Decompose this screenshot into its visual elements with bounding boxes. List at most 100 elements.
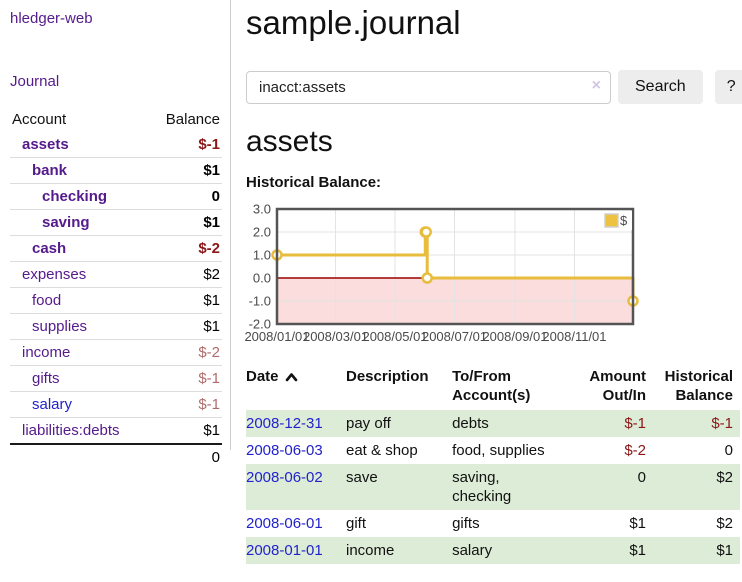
account-link[interactable]: assets — [22, 136, 69, 153]
account-balance: $1 — [203, 162, 220, 179]
account-row: cash $-2 — [10, 235, 222, 262]
account-link[interactable]: income — [22, 344, 71, 361]
account-row: bank $1 — [10, 157, 222, 184]
register-row: 2008-06-03 eat & shop food, supplies $-2… — [246, 437, 740, 464]
account-balance: $1 — [203, 292, 220, 309]
transaction-date-link[interactable]: 2008-06-02 — [246, 469, 323, 486]
transaction-description: gift — [346, 515, 367, 532]
svg-text:2008/05/01: 2008/05/01 — [362, 329, 427, 344]
account-balance: $1 — [203, 422, 220, 439]
date-column-header[interactable]: Date — [246, 365, 346, 410]
search-input[interactable] — [246, 70, 611, 104]
svg-text:0.0: 0.0 — [253, 271, 271, 286]
svg-text:2008/11/01: 2008/11/01 — [542, 329, 606, 344]
account-heading: assets — [246, 125, 333, 158]
transaction-amount: $-1 — [624, 415, 646, 432]
sidebar-nav: Journal — [10, 73, 230, 90]
legend-series-label: $ — [620, 213, 628, 228]
transaction-date-link[interactable]: 2008-06-03 — [246, 442, 323, 459]
transaction-description: eat & shop — [346, 442, 418, 459]
search-form: × Search ? — [246, 70, 742, 104]
transaction-description: save — [346, 469, 378, 486]
account-balance: $1 — [203, 214, 220, 231]
account-row: food $1 — [10, 287, 222, 314]
transaction-date-link[interactable]: 2008-06-01 — [246, 515, 323, 532]
account-row: saving $1 — [10, 209, 222, 236]
account-link[interactable]: liabilities:debts — [22, 422, 120, 439]
transaction-balance: $2 — [716, 469, 733, 486]
balance-column-header: Balance — [165, 111, 220, 128]
account-row: income $-2 — [10, 339, 222, 366]
transaction-description: income — [346, 542, 395, 559]
account-balance: $-2 — [198, 344, 220, 361]
search-button[interactable]: Search — [618, 70, 703, 104]
clear-search-icon[interactable]: × — [591, 76, 601, 94]
accounts-header-row: Account Balance — [10, 108, 222, 132]
main-content: sample.journal × Search ? assets Histori… — [244, 0, 742, 564]
account-row: liabilities:debts $1 — [10, 417, 222, 445]
transaction-balance: $-1 — [711, 415, 733, 432]
account-row: gifts $-1 — [10, 365, 222, 392]
account-balance: 0 — [211, 188, 220, 205]
register-header-row: Date Description To/From Account(s) Amou… — [246, 365, 740, 410]
svg-text:-1.0: -1.0 — [249, 294, 271, 309]
register-row: 2008-06-01 gift gifts $1 $2 — [246, 510, 740, 537]
register-row: 2008-06-02 save saving, checking 0 $2 — [246, 464, 740, 510]
register-row: 2008-01-01 income salary $1 $1 — [246, 537, 740, 564]
page-title: sample.journal — [246, 4, 461, 41]
account-link[interactable]: gifts — [32, 370, 60, 387]
transaction-date-link[interactable]: 2008-12-31 — [246, 415, 323, 432]
historical-balance-chart: $3.0 2.0 1.0 0.0 -1.0 -2.0 2008/01/01 2008/03/0… — [240, 202, 740, 351]
sort-ascending-icon — [285, 373, 297, 382]
svg-text:2008/01/01: 2008/01/01 — [244, 329, 309, 344]
transaction-accounts: salary — [452, 542, 493, 559]
account-row: checking 0 — [10, 183, 222, 210]
account-balance: $-2 — [198, 240, 220, 257]
app-brand: hledger-web — [10, 10, 230, 27]
transaction-amount: $1 — [629, 515, 646, 532]
transaction-accounts: gifts — [452, 515, 480, 532]
description-column-header: Description — [346, 368, 429, 385]
account-link[interactable]: expenses — [22, 266, 87, 283]
transaction-accounts: debts — [452, 415, 489, 432]
transaction-date-link[interactable]: 2008-01-01 — [246, 542, 323, 559]
transaction-amount: $1 — [629, 542, 646, 559]
register-row: 2008-12-31 pay off debts $-1 $-1 — [246, 410, 740, 437]
account-link[interactable]: bank — [32, 162, 68, 179]
account-row: supplies $1 — [10, 313, 222, 340]
account-link[interactable]: saving — [42, 214, 90, 231]
account-link[interactable]: cash — [32, 240, 67, 257]
transaction-balance: $1 — [716, 542, 733, 559]
svg-text:3.0: 3.0 — [253, 202, 271, 217]
accounts-total: 0 — [211, 449, 220, 466]
account-link[interactable]: checking — [42, 188, 108, 205]
balance-column-header-main: Historical Balance — [664, 368, 733, 404]
account-link[interactable]: salary — [32, 396, 73, 413]
account-balance: $-1 — [198, 396, 220, 413]
svg-text:2008/07/01: 2008/07/01 — [422, 329, 487, 344]
brand-link[interactable]: hledger-web — [10, 10, 93, 27]
journal-nav-link[interactable]: Journal — [10, 73, 60, 90]
account-row: assets $-1 — [10, 132, 222, 158]
transaction-accounts: food, supplies — [452, 442, 545, 459]
account-row: expenses $2 — [10, 261, 222, 288]
account-balance: $-1 — [198, 370, 220, 387]
svg-text:2008/03/01: 2008/03/01 — [303, 329, 368, 344]
transaction-balance: 0 — [724, 442, 733, 459]
svg-text:2.0: 2.0 — [253, 225, 271, 240]
chart-svg: $3.0 2.0 1.0 0.0 -1.0 -2.02008/01/012008/03/0… — [244, 202, 639, 344]
account-balance: $1 — [203, 318, 220, 335]
register-table: Date Description To/From Account(s) Amou… — [246, 365, 740, 564]
transaction-amount: $-2 — [624, 442, 646, 459]
amount-column-header: Amount Out/In — [589, 368, 646, 404]
svg-text:-2.0: -2.0 — [249, 317, 271, 332]
register-tbody: 2008-12-31 pay off debts $-1 $-1 2008-06… — [246, 410, 740, 564]
transaction-amount: 0 — [637, 469, 646, 486]
account-link[interactable]: supplies — [32, 318, 88, 335]
svg-text:2008/09/01: 2008/09/01 — [482, 329, 547, 344]
account-link[interactable]: food — [32, 292, 62, 309]
transaction-accounts: saving, checking — [452, 469, 512, 505]
help-button[interactable]: ? — [714, 70, 742, 104]
account-balance: $-1 — [198, 136, 220, 153]
transaction-balance: $2 — [716, 515, 733, 532]
